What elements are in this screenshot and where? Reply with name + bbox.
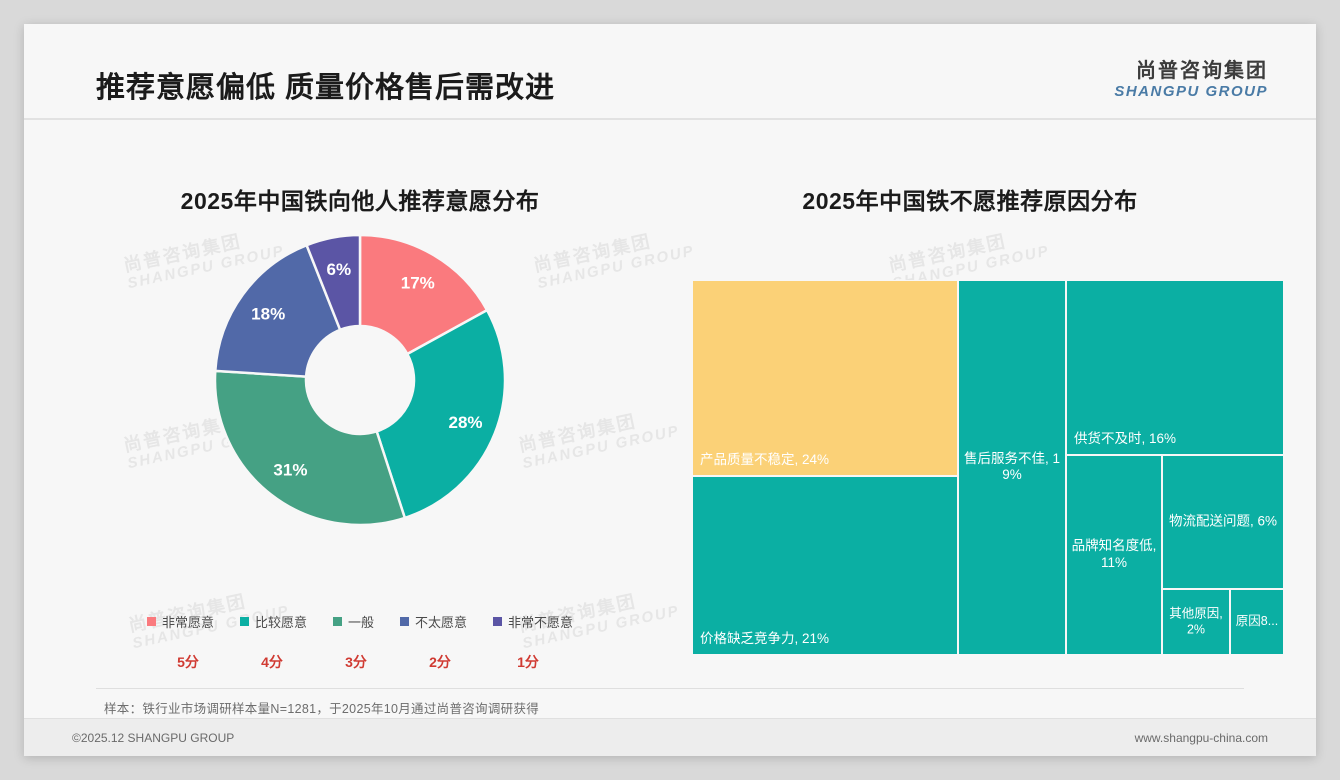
treemap-tile-label: 供货不及时, 16% xyxy=(1074,431,1177,447)
page-title: 推荐意愿偏低 质量价格售后需改进 xyxy=(96,72,556,104)
legend-item-不太愿意[interactable]: 不太愿意 xyxy=(400,612,467,631)
donut-slice-label: 17% xyxy=(401,273,435,292)
donut-slice-非常愿意[interactable] xyxy=(358,233,489,356)
legend-item-非常不愿意[interactable]: 非常不愿意 xyxy=(493,612,573,631)
legend-swatch-icon xyxy=(400,617,409,626)
treemap-tile-label: 价格缺乏竞争力, 21% xyxy=(700,631,830,647)
score-label-1分: 1分 xyxy=(517,654,539,670)
treemap-tile-label: 品牌知名度低, 11% xyxy=(1071,538,1157,570)
treemap-tile-label: 原因8... xyxy=(1235,614,1279,629)
treemap-tile-label: 其他原因, 2% xyxy=(1169,606,1223,636)
panel-recommendation-willingness: 2025年中国铁向他人推荐意愿分布 17% 28% 31% 18% 6% 非常愿意 比较愿… xyxy=(60,120,660,680)
donut-chart-svg: 17% 28% 31% 18% 6% xyxy=(213,233,507,527)
legend-item-label: 一般 xyxy=(347,615,374,630)
slide: 推荐意愿偏低 质量价格售后需改进 尚普咨询集团 SHANGPU GROUP 尚普… xyxy=(24,24,1316,756)
legend-item-label: 不太愿意 xyxy=(415,615,468,630)
treemap-tile-label: 产品质量不稳定, 24% xyxy=(700,452,830,468)
legend-item-label: 非常愿意 xyxy=(161,615,214,630)
donut-slice-label: 18% xyxy=(251,304,285,323)
legend-item-label: 非常不愿意 xyxy=(508,615,574,630)
slide-footer: ©2025.12 SHANGPU GROUP www.shangpu-china… xyxy=(24,718,1316,756)
right-chart-title: 2025年中国铁不愿推荐原因分布 xyxy=(802,188,1138,214)
sample-footnote: 样本：铁行业市场调研样本量N=1281，于2025年10月通过尚普咨询调研获得 xyxy=(104,702,540,716)
brand-logo: 尚普咨询集团 SHANGPU GROUP xyxy=(1114,60,1268,100)
score-label-2分: 2分 xyxy=(429,654,451,670)
donut-slice-比较愿意[interactable] xyxy=(375,308,507,520)
treemap-tile-价格缺乏竞争力[interactable]: 价格缺乏竞争力, 21% xyxy=(692,476,958,655)
panel-reasons-distribution: 2025年中国铁不愿推荐原因分布 产品质量不稳定, 24% 价格缺乏竞争力, 21… xyxy=(660,120,1284,680)
chart-legend: 非常愿意 比较愿意 一般 不太愿意 非常不愿意 xyxy=(60,612,660,631)
treemap-tile-品牌知名度低[interactable]: 品牌知名度低, 11% xyxy=(1066,455,1162,655)
logo-chinese-text: 尚普咨询集团 xyxy=(1136,60,1268,82)
legend-item-比较愿意[interactable]: 比较愿意 xyxy=(239,612,307,631)
slide-header: 推荐意愿偏低 质量价格售后需改进 尚普咨询集团 SHANGPU GROUP xyxy=(24,24,1316,120)
donut-slice-label: 6% xyxy=(327,260,352,279)
donut-slice-不太愿意[interactable] xyxy=(213,243,342,378)
treemap-tile-label: 物流配送问题, 6% xyxy=(1168,513,1277,529)
legend-item-一般[interactable]: 一般 xyxy=(332,612,374,631)
legend-swatch-icon xyxy=(146,617,156,626)
treemap-tile-label: 售后服务不佳, 19% xyxy=(963,450,1060,483)
footnote-divider xyxy=(96,688,1244,689)
treemap-tile-供货不及时[interactable]: 供货不及时, 16% xyxy=(1066,280,1284,455)
treemap-tile-售后服务不佳[interactable]: 售后服务不佳, 19% xyxy=(958,280,1066,655)
slide-content: 尚普咨询集团 SHANGPU GROUP 尚普咨询集团 SHANGPU GROUP … xyxy=(24,120,1316,680)
footer-copyright: ©2025.12 SHANGPU GROUP xyxy=(72,731,235,745)
treemap-tile-产品质量不稳定[interactable]: 产品质量不稳定, 24% xyxy=(692,280,958,476)
donut-slice-label: 28% xyxy=(449,413,483,432)
score-label-4分: 4分 xyxy=(261,654,283,670)
legend-swatch-icon xyxy=(493,617,503,626)
treemap-tile-原因8...[interactable]: 原因8... xyxy=(1230,589,1284,655)
donut-slice-非常不愿意[interactable] xyxy=(304,233,362,332)
score-labels-row: 5分 4分 3分 2分 1分 xyxy=(60,652,660,672)
score-label-5分: 5分 xyxy=(177,654,199,670)
donut-slice-label: 31% xyxy=(273,461,307,480)
left-chart-title: 2025年中国铁向他人推荐意愿分布 xyxy=(180,188,540,214)
footer-website[interactable]: www.shangpu-china.com xyxy=(1134,731,1268,745)
donut-slice-一般[interactable] xyxy=(213,369,407,527)
treemap-chart: 产品质量不稳定, 24% 价格缺乏竞争力, 21% 售后服务不佳, 19% 供货不及时… xyxy=(692,280,1284,655)
score-label-3分: 3分 xyxy=(345,654,367,670)
legend-swatch-icon xyxy=(332,617,342,626)
legend-item-非常愿意[interactable]: 非常愿意 xyxy=(146,612,214,631)
treemap-tile-物流配送问题[interactable]: 物流配送问题, 6% xyxy=(1162,455,1284,589)
treemap-tile-其他原因[interactable]: 其他原因, 2% xyxy=(1162,589,1230,655)
logo-english-text: SHANGPU GROUP xyxy=(1114,83,1268,100)
legend-swatch-icon xyxy=(239,617,249,626)
donut-chart: 17% 28% 31% 18% 6% xyxy=(60,208,660,568)
legend-item-label: 比较愿意 xyxy=(254,615,307,630)
